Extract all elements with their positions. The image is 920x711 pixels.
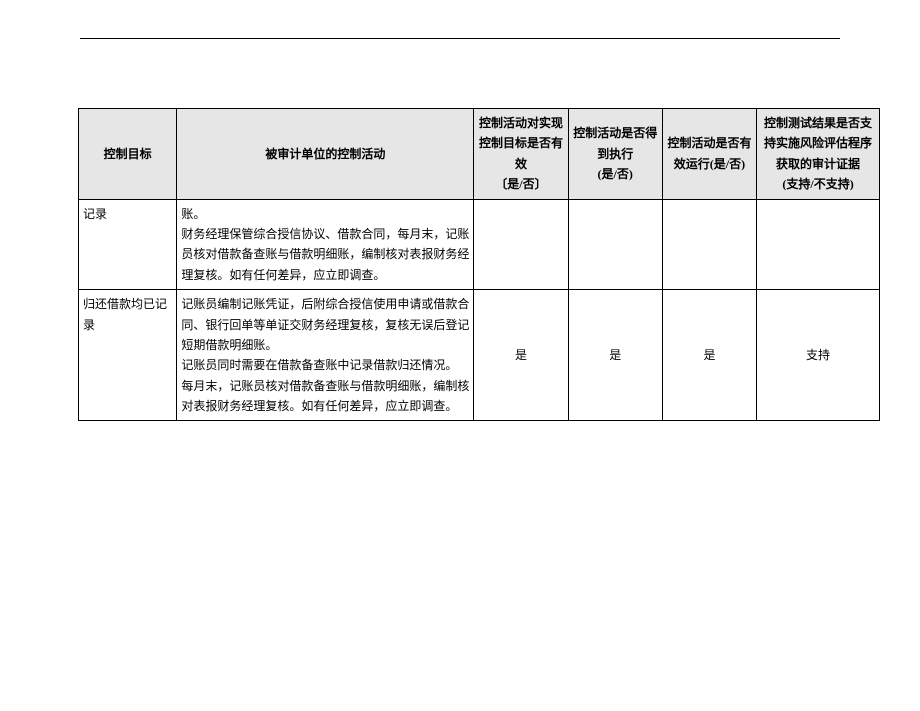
cell-support: 支持 <box>757 290 880 421</box>
cell-effective: 是 <box>474 290 568 421</box>
header-operating: 控制活动是否有效运行(是/否) <box>662 109 756 200</box>
header-effective: 控制活动对实现控制目标是否有效〔是/否〕 <box>474 109 568 200</box>
table-header-row: 控制目标 被审计单位的控制活动 控制活动对实现控制目标是否有效〔是/否〕 控制活… <box>79 109 880 200</box>
cell-executed <box>568 199 662 290</box>
cell-objective: 归还借款均已记录 <box>79 290 177 421</box>
header-activity: 被审计单位的控制活动 <box>177 109 474 200</box>
page-content: 控制目标 被审计单位的控制活动 控制活动对实现控制目标是否有效〔是/否〕 控制活… <box>78 108 880 421</box>
table-row: 归还借款均已记录 记账员编制记账凭证，后附综合授信使用申请或借款合同、银行回单等… <box>79 290 880 421</box>
control-table: 控制目标 被审计单位的控制活动 控制活动对实现控制目标是否有效〔是/否〕 控制活… <box>78 108 880 421</box>
header-support: 控制测试结果是否支持实施风险评估程序获取的审计证据(支持/不支持) <box>757 109 880 200</box>
top-rule <box>80 38 840 39</box>
header-objective: 控制目标 <box>79 109 177 200</box>
cell-objective: 记录 <box>79 199 177 290</box>
header-executed: 控制活动是否得到执行(是/否) <box>568 109 662 200</box>
cell-activity: 账。财务经理保管综合授信协议、借款合同，每月末，记账员核对借款备查账与借款明细账… <box>177 199 474 290</box>
cell-support <box>757 199 880 290</box>
cell-activity: 记账员编制记账凭证，后附综合授信使用申请或借款合同、银行回单等单证交财务经理复核… <box>177 290 474 421</box>
cell-operating: 是 <box>662 290 756 421</box>
cell-effective <box>474 199 568 290</box>
cell-operating <box>662 199 756 290</box>
table-row: 记录 账。财务经理保管综合授信协议、借款合同，每月末，记账员核对借款备查账与借款… <box>79 199 880 290</box>
cell-executed: 是 <box>568 290 662 421</box>
